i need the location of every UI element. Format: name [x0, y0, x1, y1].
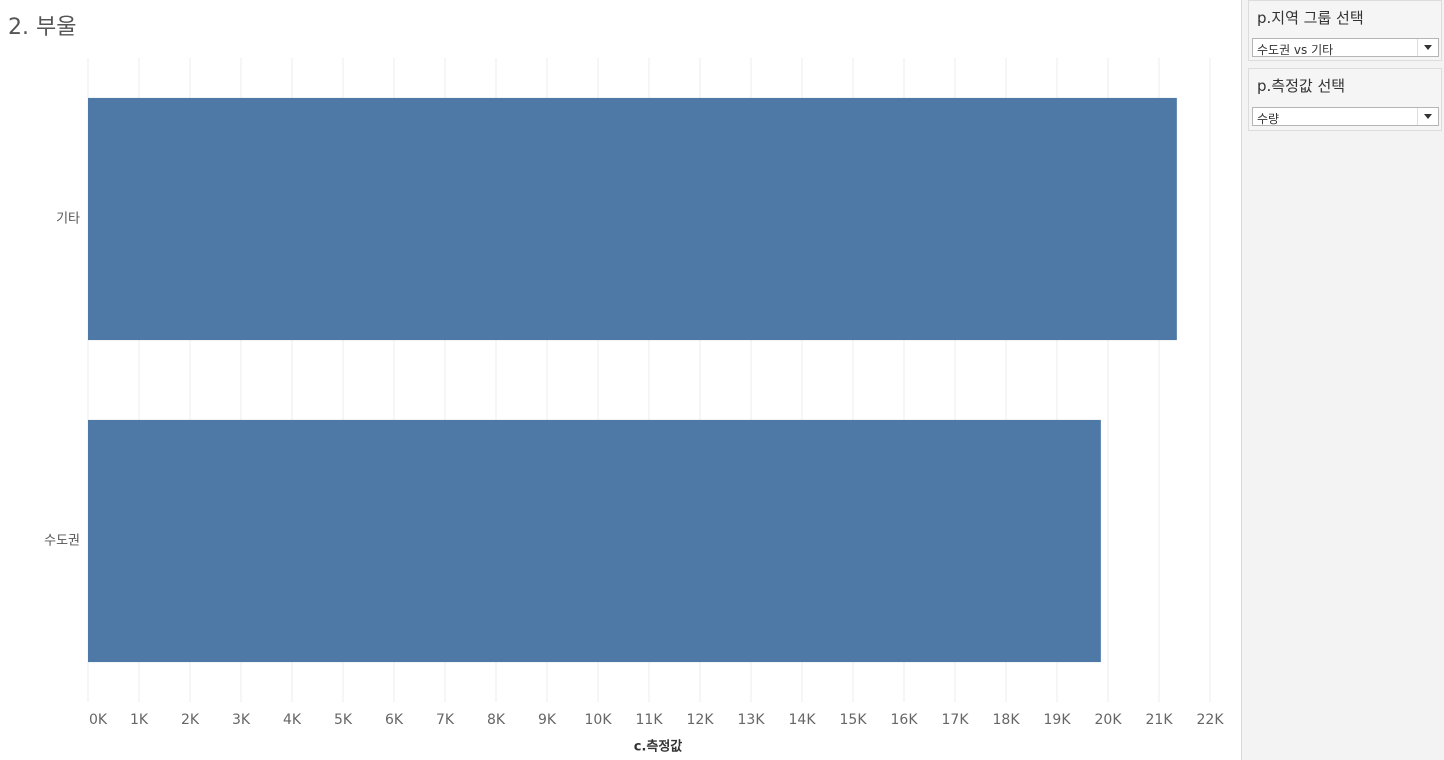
filter-card: p.지역 그룹 선택 수도권 vs 기타 [1248, 0, 1442, 61]
filter-dropdown[interactable]: 수도권 vs 기타 [1252, 38, 1439, 57]
x-tick-label: 7K [436, 712, 455, 728]
filter-title: p.측정값 선택 [1257, 77, 1346, 95]
y-tick-label: 기타 [56, 212, 80, 227]
dropdown-arrow[interactable] [1417, 108, 1438, 125]
x-tick-label: 19K [1044, 712, 1072, 728]
bar [88, 419, 1101, 663]
x-axis-title: c.측정값 [634, 739, 683, 755]
x-tick-label: 3K [232, 712, 251, 728]
y-tick-label: 수도권 [44, 534, 80, 549]
x-tick-label: 4K [283, 712, 302, 728]
x-tick-label: 18K [993, 712, 1021, 728]
x-tick-label: 6K [385, 712, 404, 728]
x-tick-label: 16K [891, 712, 919, 728]
x-tick-label: 11K [636, 712, 664, 728]
dropdown-value: 수량 [1257, 112, 1280, 126]
x-tick-label: 12K [687, 712, 715, 728]
filter-card: p.측정값 선택 수량 [1248, 68, 1442, 131]
x-tick-label: 0K [89, 712, 108, 728]
filter-title: p.지역 그룹 선택 [1257, 9, 1364, 27]
dropdown-arrow[interactable] [1417, 39, 1438, 56]
x-tick-label: 5K [334, 712, 353, 728]
dropdown-value: 수도권 vs 기타 [1257, 43, 1334, 57]
x-tick-label: 10K [585, 712, 613, 728]
x-tick-label: 14K [789, 712, 817, 728]
x-tick-label: 22K [1197, 712, 1225, 728]
filter-dropdown[interactable]: 수량 [1252, 107, 1439, 126]
x-tick-label: 9K [538, 712, 557, 728]
x-tick-label: 2K [181, 712, 200, 728]
x-tick-label: 13K [738, 712, 766, 728]
x-tick-label: 15K [840, 712, 868, 728]
x-tick-label: 17K [942, 712, 970, 728]
x-tick-label: 1K [130, 712, 149, 728]
bar [88, 97, 1177, 341]
chart: 2. 부울 c.측정값 0K 1K 2K 3K 4K 5K 6K 7K 8K 9K 10K 11K 12… [8, 15, 1225, 755]
x-tick-label: 8K [487, 712, 506, 728]
sidebar: p.지역 그룹 선택 수도권 vs 기타 p.측정값 선택 수량 [1241, 0, 1444, 760]
x-tick-label: 20K [1095, 712, 1123, 728]
chart-title: 2. 부울 [8, 15, 76, 40]
x-tick-label: 21K [1146, 712, 1174, 728]
